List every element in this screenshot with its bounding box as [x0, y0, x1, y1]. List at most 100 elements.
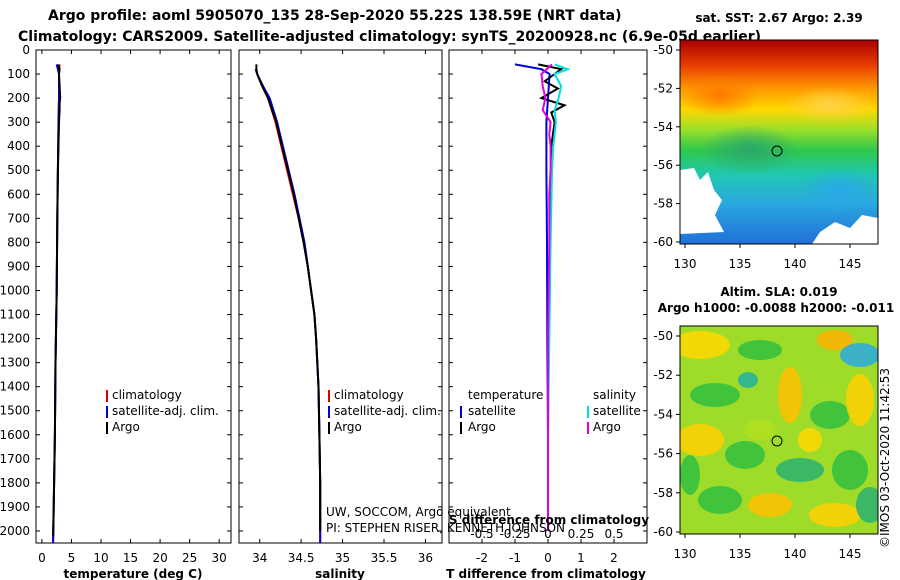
sla-map: Altim. SLA: 0.019 Argo h1000: -0.0088 h2…	[653, 285, 894, 561]
depth-tick-label: 900	[7, 259, 30, 273]
depth-tick-label: 800	[7, 235, 30, 249]
difference-bottom-tick-label: 1	[577, 551, 585, 565]
sla-patch	[738, 372, 758, 388]
temperature-plot: 0 5 10 15 20 25 30	[38, 50, 227, 565]
map-lat-label: -54	[653, 120, 673, 134]
sla-map-subtitle: Argo h1000: -0.0088 h2000: -0.011	[658, 301, 894, 315]
sst-missing-area	[812, 215, 878, 244]
sst-green-patch	[700, 125, 800, 175]
temperature-xlabel: temperature (deg C)	[64, 567, 203, 580]
legend-header-salinity: salinity	[593, 388, 636, 402]
title-line1: Argo profile: aoml 5905070_135 28-Sep-20…	[48, 8, 622, 24]
depth-tick-label: 1200	[0, 332, 30, 346]
difference-plot: -2 -1 0 1 2 -0.5 -0.25 0 0.25 0.5	[470, 50, 624, 565]
sst-yellow-patch	[785, 87, 875, 123]
map-lat-label: -60	[653, 235, 673, 249]
depth-tick-label: 300	[7, 115, 30, 129]
sst-blue-patch	[800, 168, 878, 212]
difference-top-tick-label: -0.25	[499, 527, 530, 541]
sla-patch	[690, 383, 740, 407]
difference-bottom-tick-label: -1	[509, 551, 521, 565]
salinity-plot: 34 34.5 35 35.5 36	[252, 50, 433, 565]
temperature-tick-label: 15	[123, 551, 138, 565]
map-lon-label: 140	[784, 547, 807, 561]
sla-patch	[680, 331, 730, 359]
legend-label-s-satellite: satellite	[593, 404, 641, 418]
sla-patch	[680, 455, 700, 495]
difference-top-tick-label: 0.25	[568, 527, 595, 541]
sst-warm-patch	[680, 73, 760, 117]
watermark: ©IMOS 03-Oct-2020 11:42:53	[878, 368, 892, 548]
difference-top-tick-label: 0	[544, 527, 552, 541]
legend-label-t-satellite: satellite	[468, 404, 516, 418]
sla-patch	[846, 374, 874, 426]
sla-map-frame	[679, 325, 879, 535]
legend-label-s-argo: Argo	[593, 420, 621, 434]
map-lat-label: -56	[653, 447, 673, 461]
map-lat-label: -54	[653, 407, 673, 421]
map-lon-label: 145	[839, 257, 862, 271]
depth-axis: 0 100 200 300 400 500 600 700 800 900 1000 1100 1200…	[0, 43, 647, 538]
map-lat-label: -50	[653, 43, 673, 57]
sla-anomaly-patches	[680, 330, 878, 527]
map-lat-label: -52	[653, 81, 673, 95]
sla-patch	[776, 458, 824, 482]
sst-map-title: sat. SST: 2.67 Argo: 2.39	[695, 11, 862, 25]
series-line-t-argo	[537, 63, 568, 531]
map-lon-label: 130	[674, 547, 697, 561]
depth-tick-label: 0	[22, 43, 30, 57]
sst-land-mask	[680, 168, 724, 234]
salinity-tick-label: 35	[335, 551, 350, 565]
depth-tick-label: 1700	[0, 452, 30, 466]
depth-tick-label: 100	[7, 67, 30, 81]
series-line-s-satellite	[547, 63, 571, 531]
sla-patch	[817, 330, 853, 350]
sla-patch	[840, 343, 878, 367]
salinity-xlabel: salinity	[315, 567, 365, 580]
depth-tick-label: 1800	[0, 476, 30, 490]
salinity-panel-frame	[238, 49, 443, 544]
difference-xlabel-top: S difference from climatology	[449, 513, 649, 527]
legend-label-satellite: satellite-adj. clim.	[112, 404, 219, 418]
map-lon-label: 135	[729, 547, 752, 561]
depth-tick-label: 400	[7, 139, 30, 153]
difference-xlabel: T difference from climatology	[446, 567, 646, 580]
map-lon-label: 135	[729, 257, 752, 271]
map-lat-label: -50	[653, 329, 673, 343]
temperature-tick-label: 20	[152, 551, 167, 565]
map-lat-label: -52	[653, 368, 673, 382]
sst-profile-marker	[771, 145, 783, 157]
difference-legend: temperature salinity satellite Argo sate…	[460, 388, 641, 434]
legend-label-climatology: climatology	[112, 388, 182, 402]
difference-top-tick-label: 0.5	[604, 527, 623, 541]
sla-patch	[680, 424, 724, 456]
temperature-tick-label: 0	[38, 551, 46, 565]
sst-map: sat. SST: 2.67 Argo: 2.39 -50-52-54-56-5…	[653, 11, 879, 271]
sla-profile-marker	[771, 435, 783, 447]
series-line-argo	[52, 64, 62, 536]
sla-patch	[778, 367, 802, 423]
map-lat-label: -60	[653, 525, 673, 539]
sla-patch	[810, 401, 850, 429]
depth-tick-label: 1900	[0, 500, 30, 514]
difference-bottom-tick-label: 0	[544, 551, 552, 565]
temperature-tick-label: 5	[68, 551, 76, 565]
depth-tick-label: 1500	[0, 404, 30, 418]
legend-label-climatology: climatology	[334, 388, 404, 402]
title-line2: Climatology: CARS2009. Satellite-adjuste…	[18, 29, 761, 45]
salinity-legend: climatology satellite-adj. clim. Argo	[328, 388, 441, 434]
legend-label-argo: Argo	[112, 420, 140, 434]
series-line-t-satellite	[514, 63, 551, 531]
depth-tick-label: 1000	[0, 283, 30, 297]
map-lon-label: 130	[674, 257, 697, 271]
depth-tick-label: 1400	[0, 380, 30, 394]
difference-bottom-tick-label: -2	[476, 551, 488, 565]
temperature-tick-label: 25	[182, 551, 197, 565]
temperature-panel-frame	[35, 49, 232, 544]
depth-tick-label: 1600	[0, 428, 30, 442]
sla-patch	[698, 486, 742, 514]
map-lat-label: -58	[653, 197, 673, 211]
